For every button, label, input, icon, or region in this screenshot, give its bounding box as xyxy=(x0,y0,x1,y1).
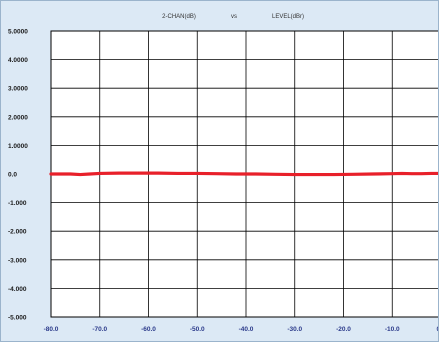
y-tick-label: 0.0 xyxy=(8,172,17,179)
x-tick-label: -50.0 xyxy=(190,326,205,333)
y-tick-label: -4.000 xyxy=(8,286,27,293)
x-tick-label: -30.0 xyxy=(287,326,302,333)
chart-title-left: 2-CHAN(dB) xyxy=(162,14,196,20)
y-tick-label: -5.000 xyxy=(8,315,27,322)
y-tick-label: 2.0000 xyxy=(8,114,28,121)
y-tick-label: 5.0000 xyxy=(8,29,28,36)
x-tick-label: -60.0 xyxy=(141,326,156,333)
x-tick-label: -40.0 xyxy=(239,326,254,333)
x-tick-label: -20.0 xyxy=(336,326,351,333)
chart-title-right: LEVEL(dBr) xyxy=(272,14,304,20)
y-tick-label: -3.000 xyxy=(8,257,27,264)
x-axis-ticks: -80.0 -70.0 -60.0 -50.0 -40.0 -30.0 -20.0 -10.0… xyxy=(44,326,438,333)
y-tick-label: 3.0000 xyxy=(8,86,28,93)
y-tick-label: 1.0000 xyxy=(8,143,28,150)
y-axis-ticks: 5.0000 4.0000 3.0000 2.0000 1.0000 0.0 -1.000 -… xyxy=(8,29,28,322)
series-group xyxy=(49,171,438,177)
x-tick-label: -10.0 xyxy=(385,326,400,333)
x-tick-label: -70.0 xyxy=(92,326,107,333)
y-tick-label: 4.0000 xyxy=(8,57,28,64)
series-line-0 xyxy=(49,171,438,177)
x-tick-label: -80.0 xyxy=(44,326,59,333)
y-tick-label: -1.000 xyxy=(8,200,27,207)
chart-title-middle: vs xyxy=(231,14,237,20)
x-tick-label: 0.0 xyxy=(436,326,438,333)
y-tick-label: -2.000 xyxy=(8,229,27,236)
